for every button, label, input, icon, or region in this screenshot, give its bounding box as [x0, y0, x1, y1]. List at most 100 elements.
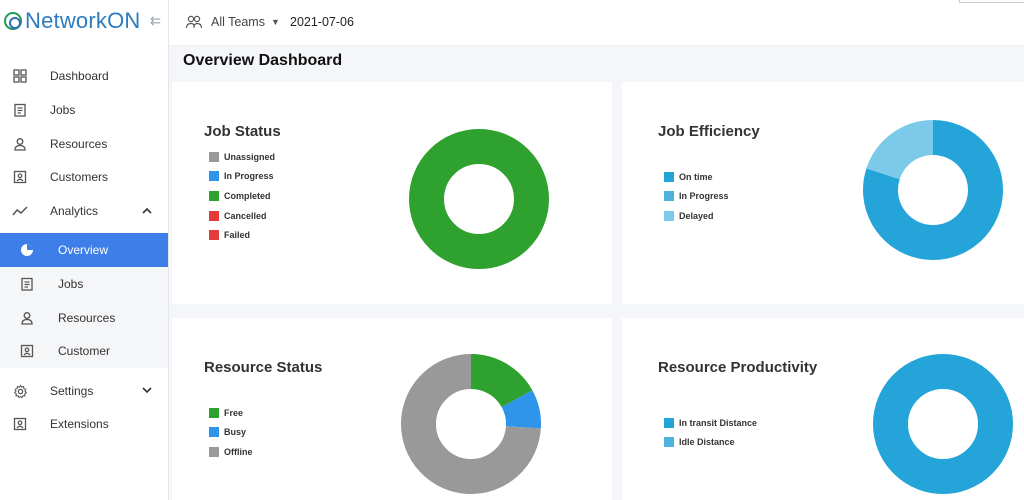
- contact-card-icon: [12, 416, 28, 432]
- legend-swatch: [209, 407, 219, 418]
- card-title: Job Efficiency: [658, 123, 760, 140]
- donut-slice-busy[interactable]: [501, 390, 541, 429]
- top-right-control[interactable]: [959, 0, 1024, 3]
- resource-status-card: Resource Status Free Busy Offline: [172, 318, 612, 500]
- legend-item[interactable]: Failed: [209, 225, 275, 245]
- donut-slice-delayed[interactable]: [866, 120, 934, 181]
- donut-chart: [401, 354, 541, 494]
- legend-swatch: [209, 210, 219, 221]
- sidebar-item-label: Customer: [58, 344, 111, 358]
- chevron-down-icon[interactable]: [142, 385, 152, 397]
- sidebar-item-analytics[interactable]: Analytics: [0, 194, 168, 228]
- top-bar: All Teams ▼ 2021-07-06: [169, 0, 1024, 46]
- legend-label: Cancelled: [224, 210, 267, 221]
- chart-legend: Free Busy Offline: [209, 403, 253, 462]
- chevron-up-icon[interactable]: [142, 205, 152, 217]
- date-display[interactable]: 2021-07-06: [290, 15, 354, 29]
- legend-item[interactable]: Completed: [209, 186, 275, 206]
- legend-swatch: [209, 446, 219, 457]
- legend-swatch: [209, 151, 219, 162]
- caret-down-icon: ▼: [270, 17, 280, 27]
- legend-label: Busy: [224, 427, 247, 438]
- trend-icon: [12, 203, 28, 219]
- contact-card-icon: [19, 343, 35, 359]
- legend-swatch: [209, 427, 219, 438]
- donut-slice-completed[interactable]: [409, 129, 549, 269]
- donut-slice-offline[interactable]: [401, 354, 541, 494]
- sidebar-item-dashboard[interactable]: Dashboard: [0, 59, 168, 93]
- legend-swatch: [664, 210, 674, 221]
- job-status-card: Job Status Unassigned In Progress Complete…: [172, 82, 612, 304]
- sidebar-subitem-overview[interactable]: Overview: [0, 233, 168, 267]
- sidebar-item-label: Resources: [50, 137, 108, 151]
- legend-item[interactable]: In Progress: [664, 187, 729, 207]
- legend-item[interactable]: Busy: [209, 423, 253, 443]
- clipboard-icon: [19, 276, 35, 292]
- legend-item[interactable]: In Progress: [209, 167, 275, 187]
- legend-item[interactable]: Unassigned: [209, 147, 275, 167]
- legend-item[interactable]: Free: [209, 403, 253, 423]
- sidebar-item-jobs[interactable]: Jobs: [0, 93, 168, 127]
- legend-item[interactable]: Cancelled: [209, 206, 275, 226]
- gear-icon: [12, 383, 28, 399]
- donut-slice-in-transit-distance[interactable]: [873, 354, 1013, 494]
- app-logo[interactable]: NetworkON: [4, 8, 141, 34]
- donut-chart: [873, 354, 1013, 494]
- donut-chart: [863, 120, 1003, 260]
- legend-label: Idle Distance: [679, 437, 735, 448]
- logo-text: NetworkON: [25, 8, 141, 33]
- donut-slice-free[interactable]: [470, 354, 533, 408]
- person-icon: [12, 136, 28, 152]
- legend-label: Free: [224, 407, 244, 418]
- sidebar-item-extensions[interactable]: Extensions: [0, 407, 168, 441]
- donut-chart: [409, 129, 549, 269]
- legend-item[interactable]: Idle Distance: [664, 433, 757, 453]
- chart-legend: On time In Progress Delayed: [664, 167, 729, 226]
- legend-swatch: [664, 437, 674, 448]
- legend-swatch: [664, 191, 674, 202]
- legend-swatch: [664, 171, 674, 182]
- legend-label: Completed: [224, 190, 271, 201]
- sidebar-item-label: Settings: [50, 384, 94, 398]
- sidebar-item-label: Jobs: [58, 277, 84, 291]
- page-title: Overview Dashboard: [183, 52, 343, 69]
- sidebar-subitem-resources[interactable]: Resources: [0, 301, 168, 335]
- card-title: Resource Productivity: [658, 359, 818, 376]
- collapse-sidebar-icon[interactable]: ⇇: [150, 13, 161, 28]
- sidebar-item-label: Jobs: [50, 103, 76, 117]
- legend-swatch: [664, 417, 674, 428]
- sidebar-item-settings[interactable]: Settings: [0, 374, 168, 408]
- sidebar-item-customers[interactable]: Customers: [0, 160, 168, 194]
- sidebar-subitem-customer[interactable]: Customer: [0, 334, 168, 368]
- sidebar-item-label: Analytics: [50, 204, 99, 218]
- legend-item[interactable]: In transit Distance: [664, 413, 757, 433]
- team-select-value: All Teams: [211, 15, 265, 29]
- legend-item[interactable]: Delayed: [664, 206, 729, 226]
- sidebar-item-label: Resources: [58, 311, 116, 325]
- legend-label: In Progress: [679, 191, 729, 202]
- sidebar-item-label: Extensions: [50, 417, 109, 431]
- sidebar-item-label: Overview: [58, 243, 109, 257]
- sidebar-item-resources[interactable]: Resources: [0, 127, 168, 161]
- chart-legend: In transit Distance Idle Distance: [664, 413, 757, 452]
- legend-label: Failed: [224, 230, 251, 241]
- legend-swatch: [209, 230, 219, 241]
- sidebar-item-label: Dashboard: [50, 69, 109, 83]
- clipboard-icon: [12, 102, 28, 118]
- card-title: Resource Status: [204, 359, 323, 376]
- legend-label: Delayed: [679, 210, 714, 221]
- team-select[interactable]: All Teams ▼: [185, 12, 280, 32]
- logo-icon: [4, 12, 22, 30]
- people-icon: [185, 14, 203, 30]
- legend-swatch: [209, 171, 219, 182]
- legend-label: Offline: [224, 446, 253, 457]
- legend-label: On time: [679, 171, 713, 182]
- sidebar-subitem-jobs[interactable]: Jobs: [0, 267, 168, 301]
- donut-slice-on-time[interactable]: [863, 120, 1003, 260]
- card-title: Job Status: [204, 123, 281, 140]
- legend-item[interactable]: Offline: [209, 442, 253, 462]
- legend-label: In Progress: [224, 171, 274, 182]
- legend-item[interactable]: On time: [664, 167, 729, 187]
- dashboard-icon: [12, 68, 28, 84]
- job-efficiency-card: Job Efficiency On time In Progress Delayed: [622, 82, 1024, 304]
